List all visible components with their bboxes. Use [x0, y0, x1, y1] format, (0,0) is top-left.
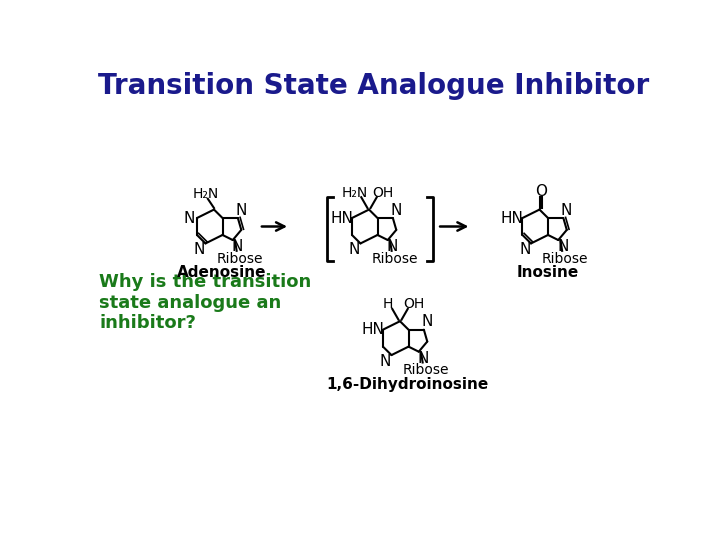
Text: Adenosine: Adenosine [177, 265, 266, 280]
Text: OH: OH [403, 297, 425, 311]
Text: Transition State Analogue Inhibitor: Transition State Analogue Inhibitor [98, 72, 649, 100]
Text: HN: HN [330, 211, 354, 226]
Text: N: N [194, 242, 205, 257]
Text: Why is the transition
state analogue an
inhibitor?: Why is the transition state analogue an … [99, 273, 312, 332]
Text: N: N [387, 239, 398, 254]
Text: HN: HN [361, 322, 384, 337]
Text: Ribose: Ribose [542, 252, 588, 266]
Text: N: N [348, 242, 360, 257]
Text: Ribose: Ribose [372, 252, 418, 266]
Text: HN: HN [501, 211, 524, 226]
Text: H₂N: H₂N [342, 186, 368, 200]
Text: N: N [379, 354, 391, 369]
Text: N: N [561, 203, 572, 218]
Text: N: N [557, 239, 569, 254]
Text: N: N [421, 314, 433, 329]
Text: O: O [535, 184, 547, 199]
Text: N: N [519, 242, 531, 257]
Text: Inosine: Inosine [516, 265, 578, 280]
Text: H₂N: H₂N [193, 187, 220, 201]
Text: N: N [232, 239, 243, 254]
Text: N: N [184, 211, 195, 226]
Text: 1,6-Dihydroinosine: 1,6-Dihydroinosine [327, 376, 489, 392]
Text: Ribose: Ribose [402, 363, 449, 377]
Text: N: N [235, 203, 247, 218]
Text: OH: OH [372, 186, 394, 200]
Text: Ribose: Ribose [217, 252, 263, 266]
Text: N: N [418, 351, 429, 366]
Text: H: H [382, 297, 393, 311]
Text: N: N [390, 203, 402, 218]
